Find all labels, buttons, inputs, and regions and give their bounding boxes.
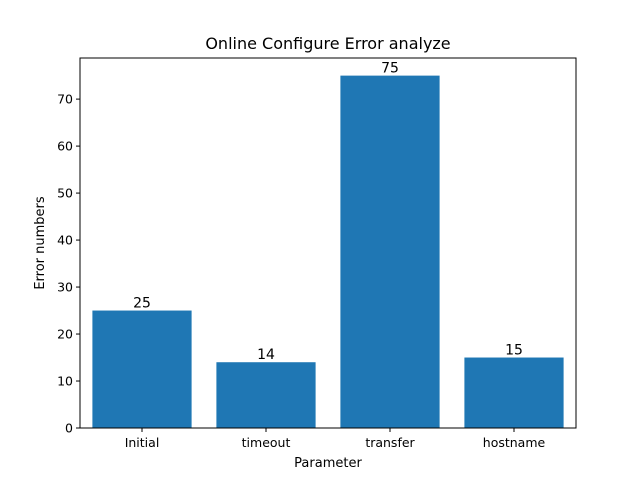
x-tick-label: timeout xyxy=(242,435,291,450)
bar-initial xyxy=(92,310,192,428)
y-tick-label: 60 xyxy=(57,139,73,154)
bars: 25 14 75 15 xyxy=(92,61,564,428)
y-axis-ticks: 0 10 20 30 40 50 60 70 xyxy=(57,92,80,436)
x-tick-label: transfer xyxy=(365,435,415,450)
y-axis-label: Error numbers xyxy=(33,196,48,290)
x-axis-ticks: Initial timeout transfer hostname xyxy=(125,428,546,450)
data-label: 25 xyxy=(133,296,151,312)
x-tick-label: hostname xyxy=(483,435,546,450)
y-tick-label: 40 xyxy=(57,233,73,248)
bar-hostname xyxy=(464,357,564,428)
data-label: 14 xyxy=(257,347,275,363)
chart-title: Online Configure Error analyze xyxy=(205,34,450,53)
y-tick-label: 10 xyxy=(57,374,73,389)
y-tick-label: 70 xyxy=(57,92,73,107)
x-tick-label: Initial xyxy=(125,435,160,450)
y-tick-label: 0 xyxy=(65,421,73,436)
y-tick-label: 30 xyxy=(57,280,73,295)
bar-transfer xyxy=(340,75,440,428)
y-tick-label: 20 xyxy=(57,327,73,342)
bar-timeout xyxy=(216,362,316,428)
data-label: 75 xyxy=(381,61,399,77)
y-tick-label: 50 xyxy=(57,186,73,201)
data-label: 15 xyxy=(505,343,523,359)
plot-frame xyxy=(79,57,577,429)
x-axis-label: Parameter xyxy=(294,456,362,471)
